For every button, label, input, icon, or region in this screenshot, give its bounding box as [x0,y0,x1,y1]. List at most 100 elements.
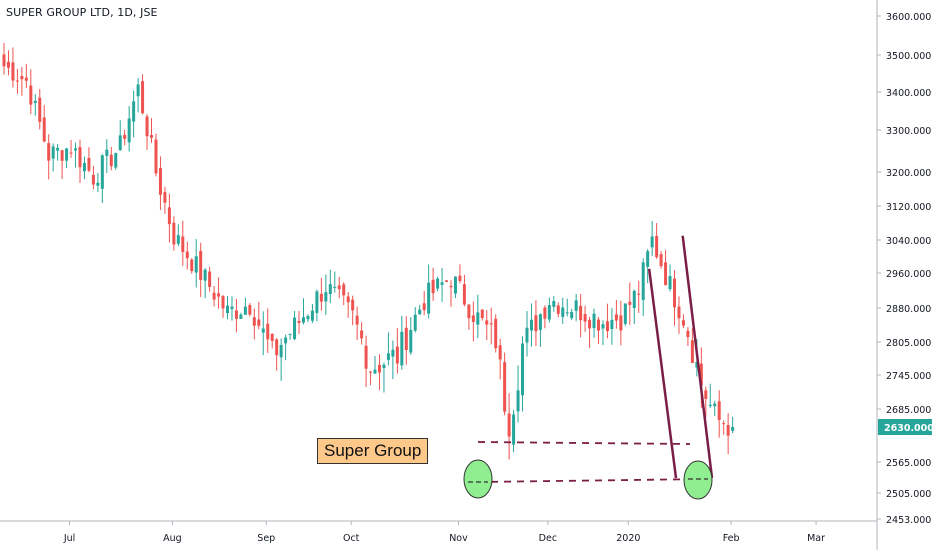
candle-body [154,139,158,174]
price-tick-label: 2565.0000 [886,458,932,469]
candle-body [185,251,189,259]
candle-body [726,425,730,436]
candle-body [525,327,529,343]
annotation-label: Super Group [317,438,429,464]
candle-body [655,235,659,258]
candle-body [100,155,104,189]
candle-body [275,339,279,356]
candle-body [74,148,78,151]
candle-body [668,276,672,290]
candle-body [176,235,180,244]
candle-body [364,345,368,369]
candle-body [449,285,453,288]
candle-body [637,293,641,295]
candle-body [118,135,122,151]
price-tick-label: 2505.0000 [886,489,932,500]
candle-body [212,292,216,300]
candle-body [109,154,113,167]
candle-body [87,157,91,171]
candle-body [677,306,681,319]
candle-body [681,320,685,326]
candle-body [382,364,386,369]
current-price-label: 2630.0000 [884,423,932,434]
candle-body [534,315,538,332]
candle-body [458,275,462,281]
candle-body [695,362,699,368]
time-tick-label: Aug [163,533,182,544]
candle-body [369,371,373,373]
candle-body [731,427,735,431]
candle-body [418,309,422,315]
candle-body [503,362,507,412]
candle-body [583,313,587,322]
candle-body [538,314,542,330]
support-line-upper [477,441,691,445]
candle-body [266,323,270,340]
candle-body [610,319,614,329]
candle-body [65,148,69,161]
time-tick-label: Jul [63,533,75,544]
price-tick-label: 2685.0000 [886,405,932,416]
candle-body [552,301,556,307]
candle-body [659,254,663,267]
candle-body [42,117,46,142]
price-tick-label: 3500.0000 [886,51,932,62]
candle-body [248,305,252,315]
candle-body [69,152,73,154]
candle-body [404,327,408,351]
candle-body [132,101,136,122]
candle-body [288,333,292,335]
candle-body [78,147,82,168]
candle-body [217,293,221,297]
price-tick-label: 3040.0000 [886,236,932,247]
time-tick-label: 2020 [616,533,640,544]
candle-body [114,153,118,168]
candle-body [226,305,229,314]
candle-body [136,84,140,97]
candle-body [324,292,328,302]
time-tick-label: Dec [539,533,557,544]
candle-body [561,307,565,317]
channel-upper-line [681,235,714,479]
price-tick-label: 2453.0000 [886,515,932,526]
candle-body [713,403,717,407]
candle-body [395,346,399,364]
candle-body [592,313,596,328]
candle-body [301,317,305,323]
candle-body [234,310,238,319]
candle-body [597,319,601,331]
candle-body [33,100,37,103]
time-tick-label: Nov [449,533,468,544]
candle-body [453,276,457,294]
candle-body [315,291,319,313]
candle-body [409,329,413,353]
chart-title: SUPER GROUP LTD, 1D, JSE [6,6,158,19]
candle-body [601,324,605,329]
candle-body [123,134,127,139]
candle-body [516,390,520,412]
candle-body [91,174,95,185]
candle-body [699,363,703,386]
candle-body [512,414,516,445]
candle-body [521,343,525,396]
candle-body [20,76,24,80]
candle-body [2,54,6,67]
price-tick-label: 2805.0000 [886,338,932,349]
candle-body [190,259,194,272]
candle-body [440,282,444,285]
candle-body [284,337,288,344]
candle-body [6,61,10,68]
candle-body [51,146,55,159]
candle-body [194,256,198,273]
candle-body [717,401,721,420]
candle-body [181,236,185,252]
candle-body [574,300,578,311]
candle-body [230,306,234,309]
candle-body [476,312,480,325]
candle-body [485,320,489,325]
candle-body [386,353,390,360]
candle-body [172,222,176,245]
candle-body [467,304,471,319]
